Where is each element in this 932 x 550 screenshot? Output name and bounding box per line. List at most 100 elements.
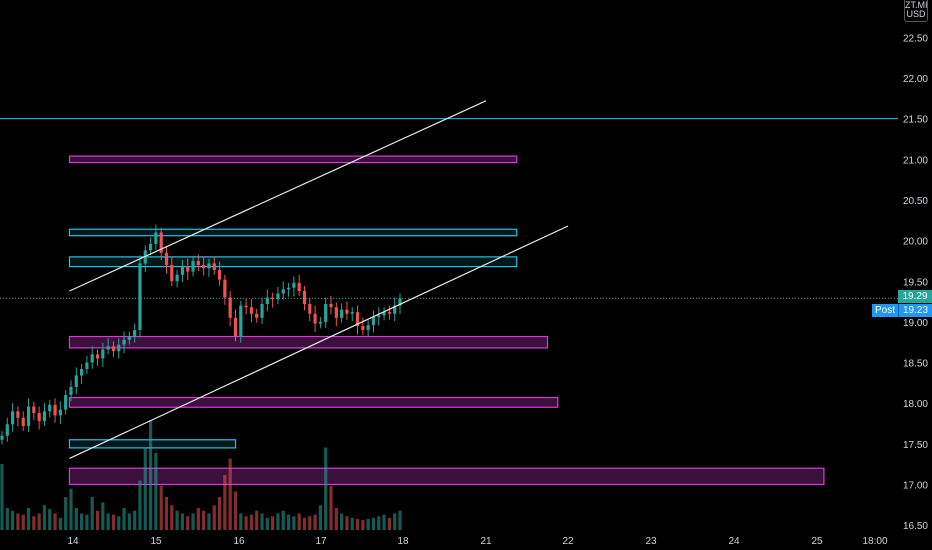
candle-body: [90, 354, 94, 363]
candle-body: [127, 336, 131, 340]
volume-bar: [217, 497, 222, 530]
volume-bar: [138, 480, 142, 530]
volume-bar: [106, 513, 110, 530]
candle-body: [239, 305, 243, 337]
volume-bar: [58, 517, 62, 530]
candle-body: [286, 287, 291, 290]
volume-bar: [64, 497, 68, 530]
candle-body: [21, 417, 25, 426]
volume-bar: [80, 513, 84, 530]
candle-body: [355, 312, 360, 326]
candle-body: [148, 243, 153, 251]
candle-body: [350, 312, 354, 314]
candle-body: [0, 435, 4, 440]
volume-bar: [228, 458, 232, 530]
volume-bar: [90, 497, 94, 530]
volume-bar: [207, 513, 211, 530]
candle-body: [334, 307, 338, 318]
candle-body: [32, 406, 36, 413]
volume-bar: [0, 464, 4, 530]
volume-bar: [143, 447, 147, 530]
candle-body: [345, 309, 349, 314]
price-axis[interactable]: 22.50 22.00 21.50 21.00 20.50 20.00 19.50 19.00…: [903, 33, 928, 532]
candle-body: [318, 321, 322, 324]
candle-body: [329, 304, 333, 308]
price-tick-label: 18.50: [903, 359, 928, 370]
price-tick-label: 20.50: [903, 196, 928, 207]
currency-label[interactable]: ZT.MI USD: [904, 0, 928, 22]
candle-body: [95, 354, 100, 359]
volume-bar: [382, 514, 386, 530]
volume-bar: [74, 508, 78, 530]
volume-bar: [276, 513, 280, 530]
price-tick-label: 17.50: [903, 440, 928, 451]
volume-bar: [249, 514, 254, 530]
candle-body: [11, 411, 15, 425]
currency-text: USD: [906, 9, 926, 19]
candle-body: [276, 293, 280, 300]
price-tick-label: 16.50: [903, 521, 928, 532]
volume-bar: [122, 508, 126, 530]
candle-body: [371, 317, 376, 326]
volume-bar: [371, 517, 376, 530]
candle-body: [175, 274, 179, 282]
volume-bar: [265, 517, 269, 530]
volume-bar: [111, 514, 116, 530]
volume-bar: [223, 475, 227, 530]
candle-body: [271, 297, 275, 300]
volume-bar: [180, 513, 185, 530]
volume-bar: [334, 508, 338, 530]
volume-bar: [53, 513, 57, 530]
candle-body: [228, 297, 232, 318]
volume-bar: [260, 513, 264, 530]
price-tick-label: 20.00: [903, 237, 928, 248]
price-tick-label: 21.50: [903, 115, 928, 126]
volume-bar: [21, 514, 25, 530]
candle-body: [5, 424, 9, 436]
candle-body: [260, 304, 264, 318]
volume-bar: [366, 519, 370, 530]
candle-body: [48, 404, 52, 412]
time-axis[interactable]: 14 15 16 17 18 21 22 23 24 25 18:00: [67, 536, 888, 547]
volume-bar: [387, 517, 391, 530]
candle-body: [308, 304, 312, 314]
candle-body: [42, 411, 47, 422]
volume-bar: [32, 516, 36, 530]
post-market-value: 19.23: [902, 305, 929, 316]
candle-body: [292, 282, 296, 288]
candle-body: [138, 263, 142, 331]
candle-body: [207, 263, 211, 269]
candle-body: [164, 252, 169, 265]
trendlines-layer: [69, 100, 569, 460]
candle-body: [74, 375, 78, 387]
candle-body: [64, 395, 68, 410]
volume-bar: [186, 516, 190, 530]
trendline: [69, 100, 487, 292]
cyan-zone: [68, 256, 518, 268]
time-tick-label: 18:00: [862, 536, 887, 547]
candle-body: [186, 266, 190, 272]
candle-body: [159, 232, 163, 253]
candle-body: [26, 406, 31, 426]
volume-bar: [244, 516, 248, 530]
volume-bar: [233, 491, 238, 530]
candle-body: [297, 282, 301, 292]
volume-bar: [340, 513, 344, 530]
volume-bar: [329, 486, 333, 530]
cyan-zone: [68, 439, 237, 449]
candle-body: [154, 232, 158, 244]
price-tick-label: 22.50: [903, 33, 928, 44]
volume-bar: [101, 502, 105, 530]
price-tick-label: 21.00: [903, 155, 928, 166]
time-tick-label: 22: [562, 536, 574, 547]
price-tick-label: 18.00: [903, 399, 928, 410]
volume-bar: [345, 516, 349, 530]
time-tick-label: 17: [315, 536, 327, 547]
volume-bar: [159, 486, 163, 530]
candle-body: [249, 307, 254, 314]
candle-body: [281, 289, 285, 294]
time-tick-label: 16: [233, 536, 245, 547]
candle-body: [133, 330, 137, 337]
